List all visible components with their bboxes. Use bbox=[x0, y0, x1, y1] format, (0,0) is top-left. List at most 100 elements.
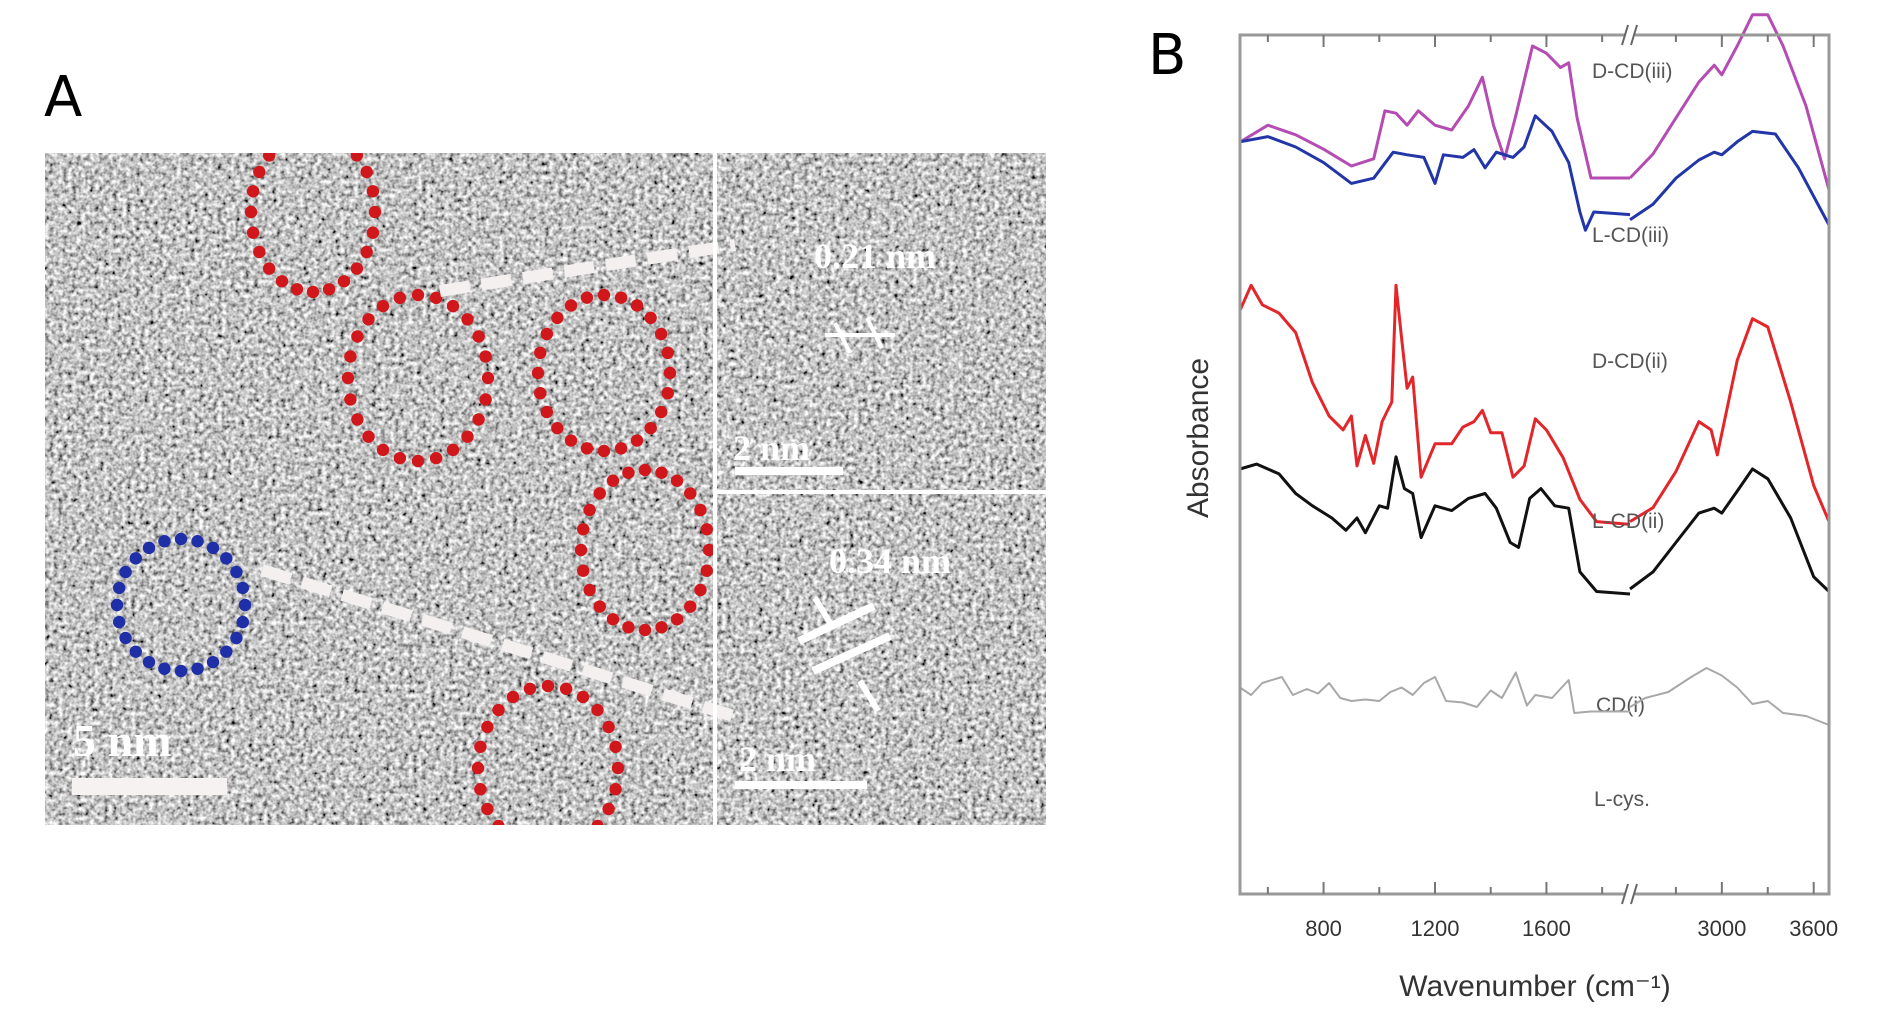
series-d-cd-ii-right bbox=[1629, 129, 1831, 226]
x-tick-label: 1200 bbox=[1411, 916, 1460, 941]
circle-dot bbox=[670, 613, 684, 626]
circle-dot bbox=[366, 226, 380, 239]
circle-dot bbox=[461, 313, 474, 326]
circle-dot bbox=[112, 581, 126, 595]
axes-layer: 800 1200 1600 3000 3600 bbox=[1238, 24, 1838, 941]
circle-dot bbox=[609, 740, 622, 753]
circle-dot bbox=[622, 466, 635, 479]
circle-dot bbox=[158, 535, 171, 548]
circle-dot bbox=[290, 283, 304, 296]
circle-dot bbox=[492, 703, 505, 717]
circle-dot bbox=[236, 615, 250, 629]
circle-dot bbox=[551, 311, 564, 325]
series-l-cys-left bbox=[1239, 671, 1630, 714]
lattice-marker-bottom-ticks bbox=[812, 596, 881, 713]
axis-break-mark bbox=[1621, 883, 1629, 905]
series-l-cd-iii-right bbox=[1628, 13, 1831, 191]
inset-top-scale-bar bbox=[735, 467, 843, 475]
plot-frame bbox=[1238, 33, 1831, 896]
particle-circle bbox=[574, 463, 715, 637]
circle-dot bbox=[230, 565, 243, 579]
series-cd-i-right bbox=[1629, 467, 1831, 593]
circle-dot bbox=[262, 153, 276, 162]
series-label-l-cd-ii: L-CD(ii) bbox=[1592, 510, 1664, 533]
axis-break-gap bbox=[1625, 32, 1635, 38]
circle-dot bbox=[576, 523, 590, 536]
inset-bottom-scale-label: 2 nm bbox=[739, 739, 816, 779]
circle-dot bbox=[275, 275, 289, 288]
circle-dot bbox=[591, 703, 604, 717]
circle-dot bbox=[174, 532, 188, 546]
circle-dot bbox=[142, 655, 156, 669]
axis-break-mark bbox=[1621, 24, 1629, 46]
circle-dot bbox=[238, 598, 252, 612]
circle-dot bbox=[360, 245, 373, 259]
circle-dot bbox=[129, 552, 142, 565]
circle-dot bbox=[119, 631, 132, 645]
circle-dot bbox=[583, 583, 596, 597]
circle-dot bbox=[564, 434, 578, 447]
circle-dot bbox=[541, 679, 555, 693]
tem-image: 5 nm 0.21 nm 2 nm 0.34 nm 2 nm bbox=[45, 153, 1046, 825]
circle-dot bbox=[580, 291, 594, 304]
circle-dot bbox=[611, 761, 625, 775]
circle-dot bbox=[551, 421, 564, 435]
circle-dot bbox=[158, 662, 171, 675]
circle-dot bbox=[479, 350, 492, 363]
circle-dot bbox=[206, 541, 220, 555]
circle-dot bbox=[559, 682, 573, 695]
circle-dot bbox=[654, 405, 668, 419]
circle-dot bbox=[306, 285, 320, 299]
series-label-l-cd-iii: L-CD(iii) bbox=[1592, 224, 1669, 247]
circle-dot bbox=[220, 645, 233, 658]
circle-dot bbox=[523, 682, 537, 695]
circle-dot bbox=[362, 430, 375, 443]
series-label-l-cys: L-cys. bbox=[1594, 788, 1650, 811]
ftir-spectra-chart: D-CD(iii) L-CD(iii) D-CD(ii) L-CD(ii) CD(i) L… bbox=[1140, 0, 1890, 1016]
inset-bottom-spacing-label: 0.34 nm bbox=[829, 541, 951, 581]
circle-dot bbox=[481, 720, 494, 734]
series-l-cd-ii-left bbox=[1238, 283, 1631, 526]
axis-break-gap bbox=[1625, 891, 1635, 897]
circle-dot bbox=[246, 185, 260, 198]
circle-dot bbox=[236, 581, 250, 595]
circle-dot bbox=[684, 600, 697, 613]
circle-dot bbox=[655, 621, 668, 634]
circle-dot bbox=[602, 802, 615, 816]
circle-dot bbox=[506, 690, 520, 704]
tem-micrograph: 5 nm 0.21 nm 2 nm 0.34 nm 2 nm bbox=[45, 153, 1046, 825]
circle-dot bbox=[606, 613, 620, 626]
circle-dot bbox=[622, 621, 635, 634]
selected-particle-circle bbox=[110, 532, 252, 678]
circle-dot bbox=[191, 662, 204, 675]
circle-dot bbox=[593, 487, 606, 500]
circle-dot bbox=[344, 393, 357, 406]
circle-dot bbox=[602, 720, 615, 734]
circle-dot bbox=[700, 523, 714, 536]
x-tick-label: 800 bbox=[1305, 916, 1342, 941]
circle-dot bbox=[576, 690, 590, 704]
circle-dot bbox=[376, 299, 390, 313]
circle-dot bbox=[630, 299, 644, 312]
lattice-marker-bottom bbox=[797, 602, 892, 675]
axis-break-mark bbox=[1630, 883, 1638, 905]
circle-dot bbox=[411, 288, 425, 302]
main-scale-bar bbox=[72, 778, 227, 795]
circle-dot bbox=[574, 543, 588, 557]
circle-dot bbox=[362, 313, 375, 326]
series-l-cd-iii-left bbox=[1239, 44, 1630, 180]
circle-dot bbox=[638, 463, 652, 477]
circle-dot bbox=[597, 444, 611, 458]
circle-dot bbox=[663, 366, 677, 380]
circle-dot bbox=[591, 819, 604, 825]
circle-dot bbox=[700, 564, 714, 577]
x-axis-title: Wavenumber (cm⁻¹) bbox=[1399, 970, 1670, 1003]
circle-dot bbox=[670, 474, 684, 487]
circle-dot bbox=[606, 474, 620, 487]
circle-dot bbox=[474, 783, 487, 796]
circle-dot bbox=[661, 346, 674, 360]
circle-dot bbox=[110, 598, 124, 612]
circle-dot bbox=[694, 583, 707, 597]
circle-dot bbox=[206, 655, 220, 669]
series-label-d-cd-ii: D-CD(ii) bbox=[1592, 350, 1668, 373]
